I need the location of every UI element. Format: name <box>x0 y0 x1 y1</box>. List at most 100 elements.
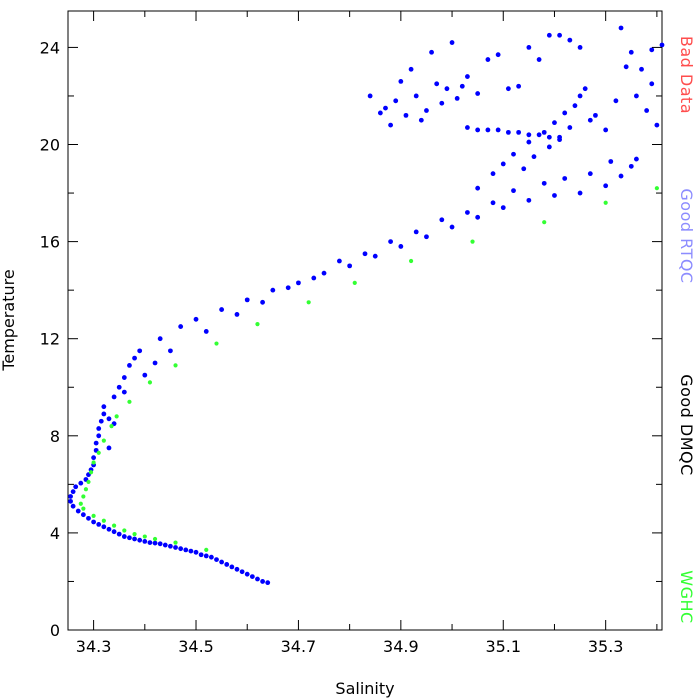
series-0-point-118 <box>582 86 588 92</box>
series-0-point-161 <box>398 79 404 84</box>
series-0-point-141 <box>413 93 419 99</box>
series-0-point-67 <box>219 307 225 312</box>
series-0-point-75 <box>424 234 429 240</box>
series-0-point-169 <box>628 49 634 55</box>
series-0-point-17 <box>178 546 184 552</box>
series-0-point-97 <box>362 251 368 257</box>
series-0-point-155 <box>557 32 562 38</box>
series-0-point-41 <box>70 489 76 495</box>
legend: Bad Data Good RTQC Good DMQC WGHC <box>677 36 696 624</box>
series-0-point-71 <box>321 270 327 276</box>
series-0-point-105 <box>562 176 568 181</box>
series-0-point-176 <box>623 64 629 70</box>
series-0-point-5 <box>239 569 245 575</box>
series-0-point-19 <box>168 543 173 549</box>
x-tick-label: 34.3 <box>76 637 112 656</box>
series-0-point-53 <box>98 418 104 424</box>
series-0-point-146 <box>465 74 470 79</box>
series-0-point-156 <box>567 37 573 43</box>
series-0-point-152 <box>526 45 532 50</box>
series-0-point-137 <box>557 134 562 140</box>
series-0-point-64 <box>157 336 163 342</box>
series-0-point-20 <box>162 542 168 548</box>
series-0-point-51 <box>96 433 102 439</box>
series-1-point-28 <box>142 534 147 539</box>
series-0-point-15 <box>188 548 194 554</box>
series-0-point-89 <box>142 372 148 378</box>
series-0-point-120 <box>603 127 609 133</box>
series-0-point-154 <box>546 32 552 38</box>
series-0-point-84 <box>628 163 634 169</box>
legend-entry-good-dmqc: Good DMQC <box>677 374 696 476</box>
series-0-point-168 <box>618 25 624 31</box>
series-1-point-10 <box>147 380 153 385</box>
series-1-point-19 <box>83 487 89 492</box>
series-0-point-124 <box>546 144 552 150</box>
series-1-point-24 <box>101 518 106 523</box>
series-0-point-158 <box>367 93 373 99</box>
series-1-point-18 <box>86 479 91 485</box>
series-0-point-30 <box>111 529 117 535</box>
series-0-point-22 <box>152 540 158 546</box>
series-0-point-74 <box>398 244 404 249</box>
series-0-point-39 <box>68 498 73 504</box>
series-0-point-126 <box>567 125 573 130</box>
y-tick-label: 24 <box>40 38 60 57</box>
series-0-point-98 <box>388 239 393 245</box>
series-1-point-16 <box>91 460 96 465</box>
series-0-point-164 <box>429 49 434 55</box>
series-0-point-86 <box>106 445 112 451</box>
x-axis: 34.3 34.5 34.7 34.9 35.1 35.3 <box>76 11 658 656</box>
series-0-point-52 <box>96 426 102 431</box>
series-0-point-103 <box>511 188 516 194</box>
plot-frame <box>67 10 663 631</box>
series-0-point-121 <box>613 98 619 104</box>
series-1-point-8 <box>214 341 219 346</box>
series-0-point-111 <box>511 151 516 157</box>
series-0-point-27 <box>127 535 132 541</box>
series-0-point-110 <box>500 161 506 167</box>
series-0-point-151 <box>516 83 522 89</box>
series-0-point-35 <box>86 515 91 521</box>
series-0-point-93 <box>260 299 265 305</box>
series-0-point-0 <box>265 580 271 586</box>
series-0-point-117 <box>577 93 583 99</box>
series-0-point-138 <box>383 105 388 111</box>
series-0-point-33 <box>96 522 102 527</box>
series-0-point-173 <box>644 108 650 113</box>
y-tick-label: 8 <box>50 427 60 446</box>
series-0-point-77 <box>475 214 481 220</box>
series-0-point-18 <box>173 545 178 550</box>
series-1-point-5 <box>352 280 357 285</box>
series-1-point-12 <box>114 414 119 419</box>
series-0-point-91 <box>203 329 209 334</box>
series-0-point-162 <box>408 66 414 72</box>
series-0-point-142 <box>424 108 429 113</box>
series-0-point-123 <box>531 154 537 160</box>
series-0-point-88 <box>121 389 127 395</box>
series-0-point-79 <box>526 197 532 203</box>
series-1-point-29 <box>152 536 158 542</box>
series-0-point-160 <box>388 122 393 128</box>
series-0-point-60 <box>127 363 132 368</box>
series-1-point-7 <box>255 322 260 327</box>
series-0-point-72 <box>347 263 353 269</box>
series-0-point-78 <box>500 205 506 211</box>
series-0-point-8 <box>224 562 230 567</box>
series-1-point-31 <box>204 547 209 552</box>
series-0-point-171 <box>649 81 655 87</box>
series-0-point-7 <box>229 564 235 570</box>
series-0-point-80 <box>552 193 557 198</box>
series-0-point-76 <box>449 224 455 230</box>
series-0-point-135 <box>536 132 542 138</box>
series-0-point-43 <box>78 480 84 486</box>
series-0-point-139 <box>393 98 399 104</box>
series-0-point-4 <box>244 571 250 577</box>
series-1-point-1 <box>603 200 608 205</box>
series-0-point-107 <box>608 159 614 164</box>
series-0-point-50 <box>93 440 99 446</box>
series-0-point-57 <box>111 394 117 400</box>
series-0-point-134 <box>526 132 532 138</box>
series-0-point-147 <box>475 91 481 96</box>
